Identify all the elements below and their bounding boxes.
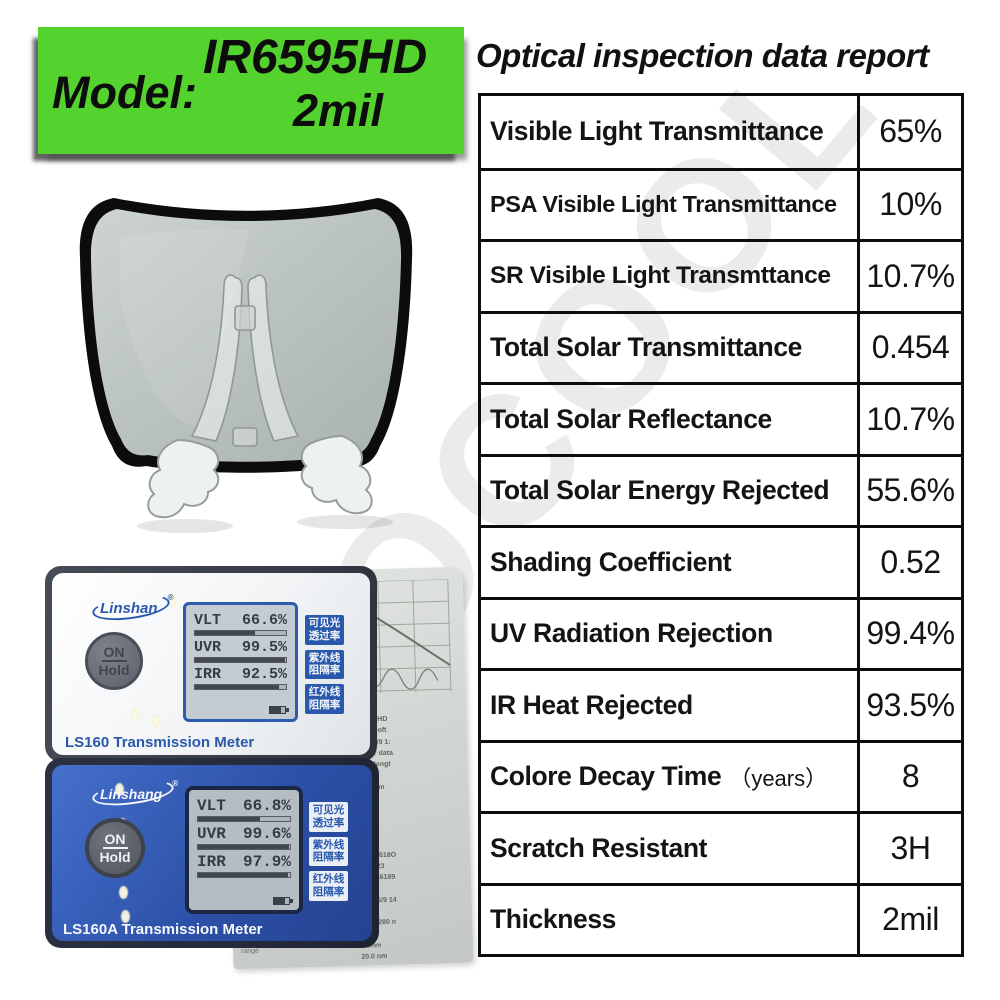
linshang-logo: Linshang ® [90, 776, 178, 810]
lcd-bar [197, 844, 291, 850]
led-reflection [131, 708, 140, 721]
stand-prongs [190, 274, 300, 447]
lcd-uvr-row: UVR 99.6% [197, 825, 291, 843]
led-reflection [115, 783, 124, 796]
cn-parameter-labels: 可见光 透过率 紫外线 阻隔率 红外线 阻隔率 [309, 802, 348, 901]
on-label: ON [102, 831, 128, 849]
meter-model-name: LS160A Transmission Meter [63, 921, 263, 938]
table-row: PSA Visible Light Transmittance 10% [481, 167, 961, 239]
lcd-bar [197, 816, 291, 822]
lcd-value: 66.8% [242, 797, 291, 815]
lcd-value: 92.5% [241, 666, 287, 683]
cn-label-vlt: 可见光 透过率 [309, 802, 348, 832]
table-row: IR Heat Rejected 93.5% [481, 668, 961, 740]
led-reflection [119, 886, 128, 899]
lcd-param: UVR [197, 825, 226, 843]
lcd-param: IRR [194, 666, 222, 683]
battery-icon [273, 897, 293, 905]
lcd-irr-row: IRR 97.9% [197, 853, 291, 871]
page-title: Optical inspection data report [476, 37, 929, 74]
lcd-irr-row: IRR 92.5% [194, 666, 287, 683]
lcd-content: VLT 66.8% UVR 99.6% IRR 97.9% [189, 790, 299, 910]
windshield-sample-photo [79, 198, 413, 533]
lcd-value: 66.6% [241, 612, 287, 629]
lcd-screen: VLT 66.6% UVR 99.5% IRR 92.5% [183, 602, 298, 722]
lcd-value: 99.6% [242, 825, 291, 843]
transmission-meter-ls160a: Linshang ® ON Hold VLT 66.8% UVR 99.6% I… [45, 758, 379, 948]
led-reflection [168, 594, 177, 607]
model-number: IR6595HD [203, 31, 428, 84]
table-row: Colore Decay Time （years） 8 [481, 739, 961, 811]
table-row: Shading Coefficient 0.52 [481, 525, 961, 597]
meter-model-name: LS160 Transmission Meter [65, 734, 255, 751]
cn-label-uvr: 紫外线 阻隔率 [305, 649, 344, 680]
cn-label-uvr: 紫外线 阻隔率 [309, 836, 348, 867]
on-hold-button: ON Hold [85, 632, 143, 690]
lcd-bar [197, 872, 291, 878]
cn-parameter-labels: 可见光 透过率 紫外线 阻隔率 红外线 阻隔率 [305, 615, 344, 714]
cn-label-vlt: 可见光 透过率 [305, 615, 344, 645]
table-row: Thickness 2mil [481, 882, 961, 954]
lcd-param: IRR [197, 853, 226, 871]
windshield-glass [90, 209, 402, 462]
table-row: SR Visible Light Transmttance 10.7% [481, 239, 961, 311]
unit-note: （years） [729, 765, 828, 791]
lcd-uvr-row: UVR 99.5% [194, 639, 287, 656]
lcd-param: VLT [194, 612, 222, 629]
lcd-value: 97.9% [242, 853, 291, 871]
stand-shadow-right [297, 515, 393, 529]
optical-data-table: Visible Light Transmittance 65% PSA Visi… [478, 93, 964, 957]
transmission-meter-ls160: Linshan ® ON Hold VLT 66.6% UVR 99.5% IR… [45, 566, 377, 762]
model-thickness: 2mil [293, 85, 384, 136]
table-row: Total Solar Reflectance 10.7% [481, 382, 961, 454]
lcd-screen: VLT 66.8% UVR 99.6% IRR 97.9% [185, 786, 303, 914]
hold-label: Hold [99, 849, 131, 865]
on-label: ON [101, 644, 127, 662]
lcd-value: 99.5% [241, 639, 287, 656]
brand-text: Linshang [100, 786, 163, 802]
brand-text: Linshan [100, 600, 158, 617]
led-reflection [151, 714, 160, 727]
stand-shadow-left [137, 519, 233, 533]
table-row: Scratch Resistant 3H [481, 811, 961, 883]
lcd-param: VLT [197, 797, 226, 815]
stand-feet [147, 434, 373, 519]
model-label: Model: [52, 67, 197, 118]
glass-reflection [120, 229, 250, 428]
cn-label-irr: 红外线 阻隔率 [305, 684, 344, 714]
table-row: Visible Light Transmittance 65% [481, 96, 961, 168]
on-hold-button: ON Hold [85, 818, 145, 878]
table-row: Total Solar Energy Rejected 55.6% [481, 453, 961, 525]
lcd-bar [194, 630, 287, 636]
hold-label: Hold [98, 662, 130, 678]
led-reflection [121, 910, 130, 923]
lcd-vlt-row: VLT 66.6% [194, 612, 287, 629]
lcd-bar [194, 657, 287, 663]
registered-mark: ® [172, 779, 179, 788]
model-banner: Model: IR6595HD 2mil [38, 27, 464, 154]
registered-mark: ® [167, 593, 174, 602]
cn-label-irr: 红外线 阻隔率 [309, 871, 348, 901]
battery-icon [269, 706, 289, 714]
lcd-vlt-row: VLT 66.8% [197, 797, 291, 815]
lcd-param: UVR [194, 639, 222, 656]
table-row: Total Solar Transmittance 0.454 [481, 310, 961, 382]
table-row: UV Radiation Rejection 99.4% [481, 596, 961, 668]
linshang-logo: Linshan ® [90, 590, 174, 625]
lcd-bar [194, 684, 287, 690]
lcd-content: VLT 66.6% UVR 99.5% IRR 92.5% [186, 605, 295, 719]
